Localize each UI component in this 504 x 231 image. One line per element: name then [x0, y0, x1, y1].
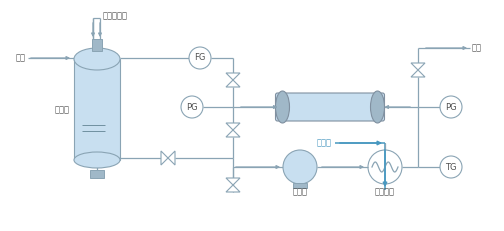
Text: タンク: タンク: [55, 105, 70, 114]
Polygon shape: [226, 130, 240, 137]
Polygon shape: [226, 123, 240, 130]
Text: 加圧エアー: 加圧エアー: [103, 12, 128, 21]
Text: 原液: 原液: [16, 54, 26, 63]
Bar: [92, 39, 102, 51]
Polygon shape: [168, 151, 175, 165]
Circle shape: [368, 150, 402, 184]
FancyBboxPatch shape: [276, 93, 385, 121]
Polygon shape: [226, 73, 240, 80]
Circle shape: [283, 150, 317, 184]
Text: ろ液: ろ液: [472, 43, 482, 52]
Text: ポンプ: ポンプ: [292, 188, 307, 197]
Bar: [74, 59, 120, 160]
Circle shape: [189, 47, 211, 69]
Ellipse shape: [370, 91, 385, 123]
Polygon shape: [411, 63, 425, 70]
Text: 熱交換器: 熱交換器: [375, 188, 395, 197]
Ellipse shape: [276, 91, 289, 123]
Ellipse shape: [74, 152, 120, 168]
Polygon shape: [161, 151, 168, 165]
Bar: [90, 170, 104, 178]
Bar: [293, 183, 307, 188]
Text: 冷却水: 冷却水: [317, 139, 332, 148]
Polygon shape: [226, 178, 240, 185]
Ellipse shape: [74, 48, 120, 70]
Text: FG: FG: [195, 54, 206, 63]
Text: PG: PG: [445, 103, 457, 112]
Polygon shape: [226, 80, 240, 87]
Polygon shape: [226, 185, 240, 192]
Circle shape: [440, 96, 462, 118]
Text: TG: TG: [445, 162, 457, 171]
Text: PG: PG: [186, 103, 198, 112]
Circle shape: [181, 96, 203, 118]
Circle shape: [440, 156, 462, 178]
Polygon shape: [411, 70, 425, 77]
